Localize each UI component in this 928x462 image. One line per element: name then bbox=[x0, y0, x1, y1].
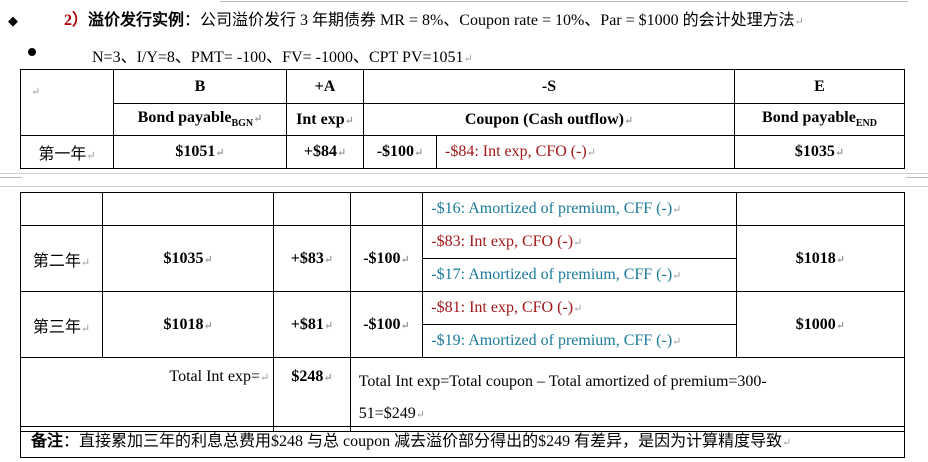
header-a-letter: +A bbox=[286, 69, 364, 104]
year-1-s: -$100↵ bbox=[363, 135, 437, 169]
remark-label: 备注 bbox=[31, 433, 64, 450]
year-3-s: -$100↵ bbox=[349, 291, 424, 358]
year-3-cfo: -$81: Int exp, CFO (-)↵ bbox=[422, 291, 737, 325]
round-bullet-icon bbox=[28, 48, 36, 56]
year-1-cff: -$16: Amortized of premium, CFF (-)↵ bbox=[422, 192, 737, 226]
year-2-cfo: -$83: Int exp, CFO (-)↵ bbox=[422, 225, 737, 259]
remark-text: ：直接累加三年的利息总费用$248 与总 coupon 减去溢价部分得出的$24… bbox=[63, 433, 783, 450]
total-int-exp-label: Total Int exp=↵ bbox=[19, 357, 275, 432]
header-e-label: Bond payableEND bbox=[734, 103, 905, 136]
year-2-b: $1035↵ bbox=[102, 225, 275, 292]
header-s-letter: -S bbox=[363, 69, 735, 104]
year-3-cff: -$19: Amortized of premium, CFF (-)↵ bbox=[422, 324, 737, 358]
year-2-a: +$83↵ bbox=[273, 225, 351, 292]
header-a-label: Int exp↵ bbox=[286, 103, 364, 136]
year-1-label: 第一年↵ bbox=[20, 135, 114, 169]
year-2-s: -$100↵ bbox=[349, 225, 424, 292]
remark-box: 备注：直接累加三年的利息总费用$248 与总 coupon 减去溢价部分得出的$… bbox=[20, 426, 905, 458]
heading-text: 公司溢价发行 3 年期债券 MR = 8%、Coupon rate = 10%、… bbox=[200, 12, 795, 29]
example-heading: ◆ 2）溢价发行实例：公司溢价发行 3 年期债券 MR = 8%、Coupon … bbox=[8, 12, 804, 29]
corner-cell: ↵ bbox=[20, 69, 114, 136]
header-s-label: Coupon (Cash outflow)↵ bbox=[363, 103, 735, 136]
calculator-line: N=3、I/Y=8、PMT= -100、FV= -1000、CPT PV=105… bbox=[28, 43, 473, 67]
total-int-exp-value: $248↵ bbox=[273, 357, 351, 432]
year-1-b: $1051↵ bbox=[113, 135, 287, 169]
top-rule bbox=[220, 1, 908, 2]
page-break-separator bbox=[0, 173, 928, 187]
bond-table-bottom: -$16: Amortized of premium, CFF (-)↵ 第二年… bbox=[19, 192, 906, 432]
heading-number: 2） bbox=[64, 12, 89, 29]
calc-text: N=3、I/Y=8、PMT= -100、FV= -1000、CPT PV=105… bbox=[92, 49, 464, 66]
diamond-bullet-icon: ◆ bbox=[8, 13, 18, 28]
heading-title: 溢价发行实例 bbox=[88, 12, 185, 29]
year-2-cff: -$17: Amortized of premium, CFF (-)↵ bbox=[422, 258, 737, 292]
year-2-label: 第二年↵ bbox=[19, 225, 104, 292]
year-1-a: +$84↵ bbox=[286, 135, 364, 169]
year-3-a: +$81↵ bbox=[273, 291, 351, 358]
header-e-letter: E bbox=[734, 69, 905, 104]
year-3-b: $1018↵ bbox=[102, 291, 275, 358]
year-3-label: 第三年↵ bbox=[19, 291, 104, 358]
year-1-cfo: -$84: Int exp, CFO (-)↵ bbox=[436, 135, 735, 169]
bond-table-top: ↵ B +A -S E Bond payableBGN↵ Int exp↵ Co… bbox=[20, 69, 905, 169]
heading-colon: ： bbox=[184, 12, 201, 29]
header-b-label: Bond payableBGN↵ bbox=[113, 103, 287, 136]
total-formula: Total Int exp=Total coupon – Total amort… bbox=[349, 357, 906, 432]
year-1-e: $1035↵ bbox=[734, 135, 905, 169]
year-3-e: $1000↵ bbox=[735, 291, 906, 358]
year-2-e: $1018↵ bbox=[735, 225, 906, 292]
header-b-letter: B bbox=[113, 69, 287, 104]
